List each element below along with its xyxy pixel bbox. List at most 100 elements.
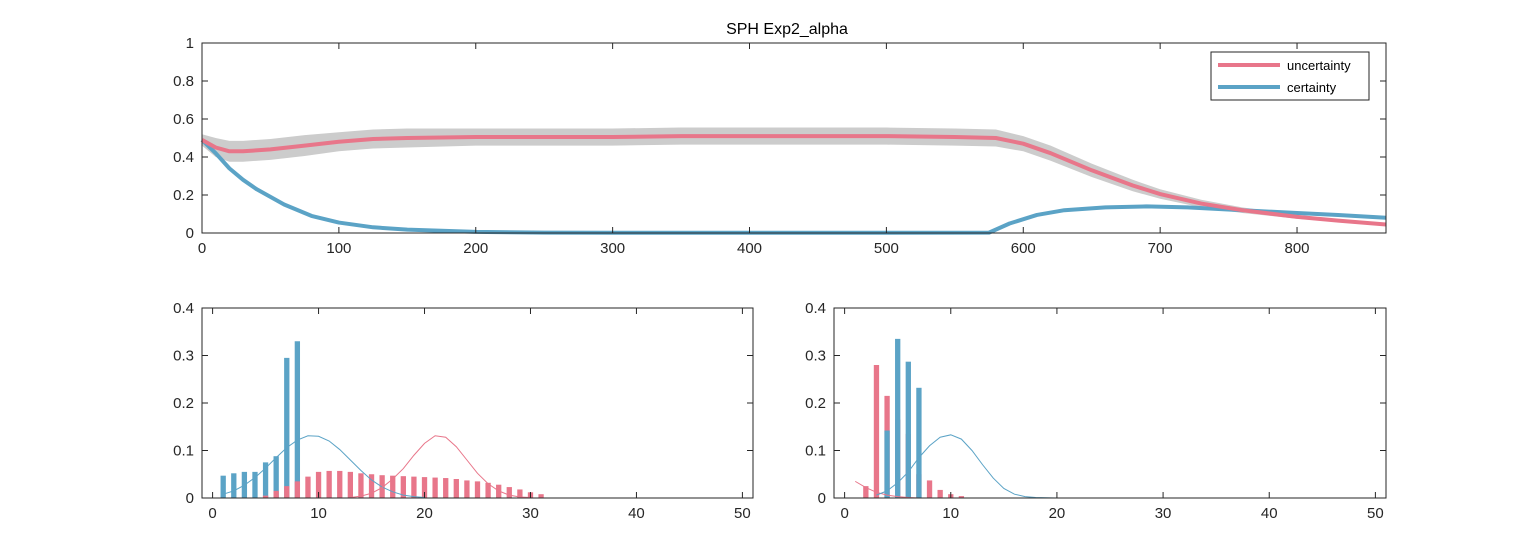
bl-y-tick-label: 0: [186, 490, 194, 507]
br-y-tick-label: 0: [818, 490, 826, 507]
bl-bar-uncertainty: [284, 486, 290, 498]
bl-fit-curve-certainty: [223, 435, 425, 499]
bl-bar-uncertainty: [411, 476, 417, 498]
bl-bar-uncertainty: [390, 475, 396, 498]
panel-top-timecourse: 0 100 200 300 400 500 600 700 800 0 0.2 0.4 0.6 0.8 1: [173, 35, 1387, 257]
bl-bar-uncertainty: [358, 473, 364, 498]
bl-bar-uncertainty: [421, 477, 428, 498]
bl-bar-uncertainty: [517, 489, 523, 498]
bl-bar-uncertainty: [400, 476, 406, 498]
bl-bar-certainty: [284, 357, 290, 498]
bl-x-tick-label: 30: [522, 505, 539, 522]
br-y-tick-label: 0.3: [805, 348, 826, 365]
br-x-tick-label: 0: [840, 505, 848, 522]
bl-x-tick-label: 10: [310, 505, 327, 522]
top-x-tick-label: 300: [600, 240, 625, 257]
top-y-tick-label: 0.8: [173, 73, 194, 90]
br-x-tick-label: 10: [942, 505, 959, 522]
top-x-tick-label: 400: [737, 240, 762, 257]
br-x-tick-label: 20: [1049, 505, 1066, 522]
br-fit-curve-certainty: [876, 434, 1376, 499]
bl-bar-uncertainty: [326, 470, 332, 498]
br-bar-certainty: [905, 361, 911, 498]
band-uncertainty: [202, 127, 1386, 226]
bl-bar-uncertainty: [315, 471, 322, 498]
bl-fit-curve-uncertainty: [350, 435, 531, 499]
bl-bar-certainty: [294, 341, 301, 498]
bl-x-tick-label: 20: [416, 505, 433, 522]
br-plot-area: [854, 338, 1376, 499]
bl-y-tick-label: 0.2: [173, 395, 194, 412]
bl-bar-uncertainty: [474, 481, 481, 498]
br-bar-certainty: [895, 338, 901, 498]
bl-bar-uncertainty: [506, 487, 512, 498]
br-y-tick-label: 0.4: [805, 300, 826, 317]
top-y-tick-label: 1: [186, 35, 194, 52]
bl-y-tick-label: 0.4: [173, 300, 194, 317]
top-y-tick-label: 0: [186, 225, 194, 242]
bl-bar-uncertainty: [273, 490, 279, 498]
top-x-tick-label: 600: [1011, 240, 1036, 257]
br-bar-certainty: [916, 387, 922, 498]
bl-bar-certainty: [220, 475, 226, 498]
bl-bar-uncertainty: [432, 477, 438, 498]
br-bar-uncertainty: [926, 480, 933, 498]
br-axes: 0 10 20 30 40 50 0 0.1 0.2 0.3 0.4: [805, 300, 1387, 522]
bl-bar-uncertainty: [347, 471, 353, 498]
bl-bar-uncertainty: [294, 481, 301, 498]
bl-axes: 0 10 20 30 40 50 0 0.1 0.2 0.3 0.4: [173, 300, 754, 522]
top-axes-box: [201, 42, 1387, 234]
br-bar-uncertainty: [958, 496, 965, 498]
br-x-tick-label: 40: [1261, 505, 1278, 522]
band-certainty: [202, 138, 1386, 233]
bl-bar-uncertainty: [538, 494, 544, 498]
bl-bar-uncertainty: [485, 482, 491, 498]
bl-bar-certainty: [231, 473, 237, 498]
bl-bar-certainty: [262, 462, 269, 498]
top-axes: 0 100 200 300 400 500 600 700 800 0 0.2 0.4 0.6 0.8 1: [173, 35, 1387, 257]
line-certainty: [200, 138, 1387, 235]
br-bar-uncertainty: [873, 365, 880, 498]
br-x-tick-label: 50: [1367, 505, 1384, 522]
bl-y-tick-label: 0.3: [173, 348, 194, 365]
top-x-tick-label: 200: [463, 240, 488, 257]
legend-label-uncertainty: uncertainty: [1287, 58, 1351, 73]
br-fit-curve-uncertainty: [854, 480, 951, 499]
bl-bar-uncertainty: [305, 476, 311, 498]
br-bar-uncertainty: [863, 486, 869, 498]
bl-bar-certainty: [273, 456, 279, 498]
legend-label-certainty: certainty: [1287, 80, 1337, 95]
bl-bar-uncertainty: [443, 478, 449, 498]
bl-bar-uncertainty: [464, 480, 470, 498]
br-x-tick-label: 30: [1155, 505, 1172, 522]
top-x-tick-label: 700: [1148, 240, 1173, 257]
panel-bottom-left-histogram: 0 10 20 30 40 50 0 0.1 0.2 0.3 0.4: [173, 300, 754, 522]
legend: uncertainty certainty: [1210, 51, 1370, 101]
figure-title: SPH Exp2_alpha: [726, 21, 848, 38]
legend-box: [1210, 51, 1370, 101]
bl-bar-uncertainty: [337, 470, 343, 498]
top-y-tick-label: 0.2: [173, 187, 194, 204]
top-x-tick-label: 800: [1285, 240, 1310, 257]
br-y-tick-label: 0.1: [805, 443, 826, 460]
panel-bottom-right-histogram: 0 10 20 30 40 50 0 0.1 0.2 0.3 0.4: [805, 300, 1387, 522]
bl-y-tick-label: 0.1: [173, 443, 194, 460]
bl-plot-area: [220, 341, 544, 499]
top-y-tick-label: 0.6: [173, 111, 194, 128]
bl-x-tick-label: 40: [628, 505, 645, 522]
top-x-tick-label: 500: [874, 240, 899, 257]
bl-bar-certainty: [252, 471, 258, 498]
top-x-tick-label: 0: [198, 240, 206, 257]
br-y-tick-label: 0.2: [805, 395, 826, 412]
line-uncertainty: [201, 134, 1387, 227]
bl-x-tick-label: 50: [734, 505, 751, 522]
top-plot-area: [200, 127, 1387, 235]
top-y-tick-label: 0.4: [173, 149, 194, 166]
bl-bar-uncertainty: [453, 479, 459, 498]
top-x-tick-label: 100: [326, 240, 351, 257]
bl-bar-uncertainty: [262, 495, 269, 498]
br-bar-uncertainty: [937, 489, 943, 498]
br-bar-certainty: [884, 430, 890, 498]
bl-bar-uncertainty: [368, 474, 375, 498]
